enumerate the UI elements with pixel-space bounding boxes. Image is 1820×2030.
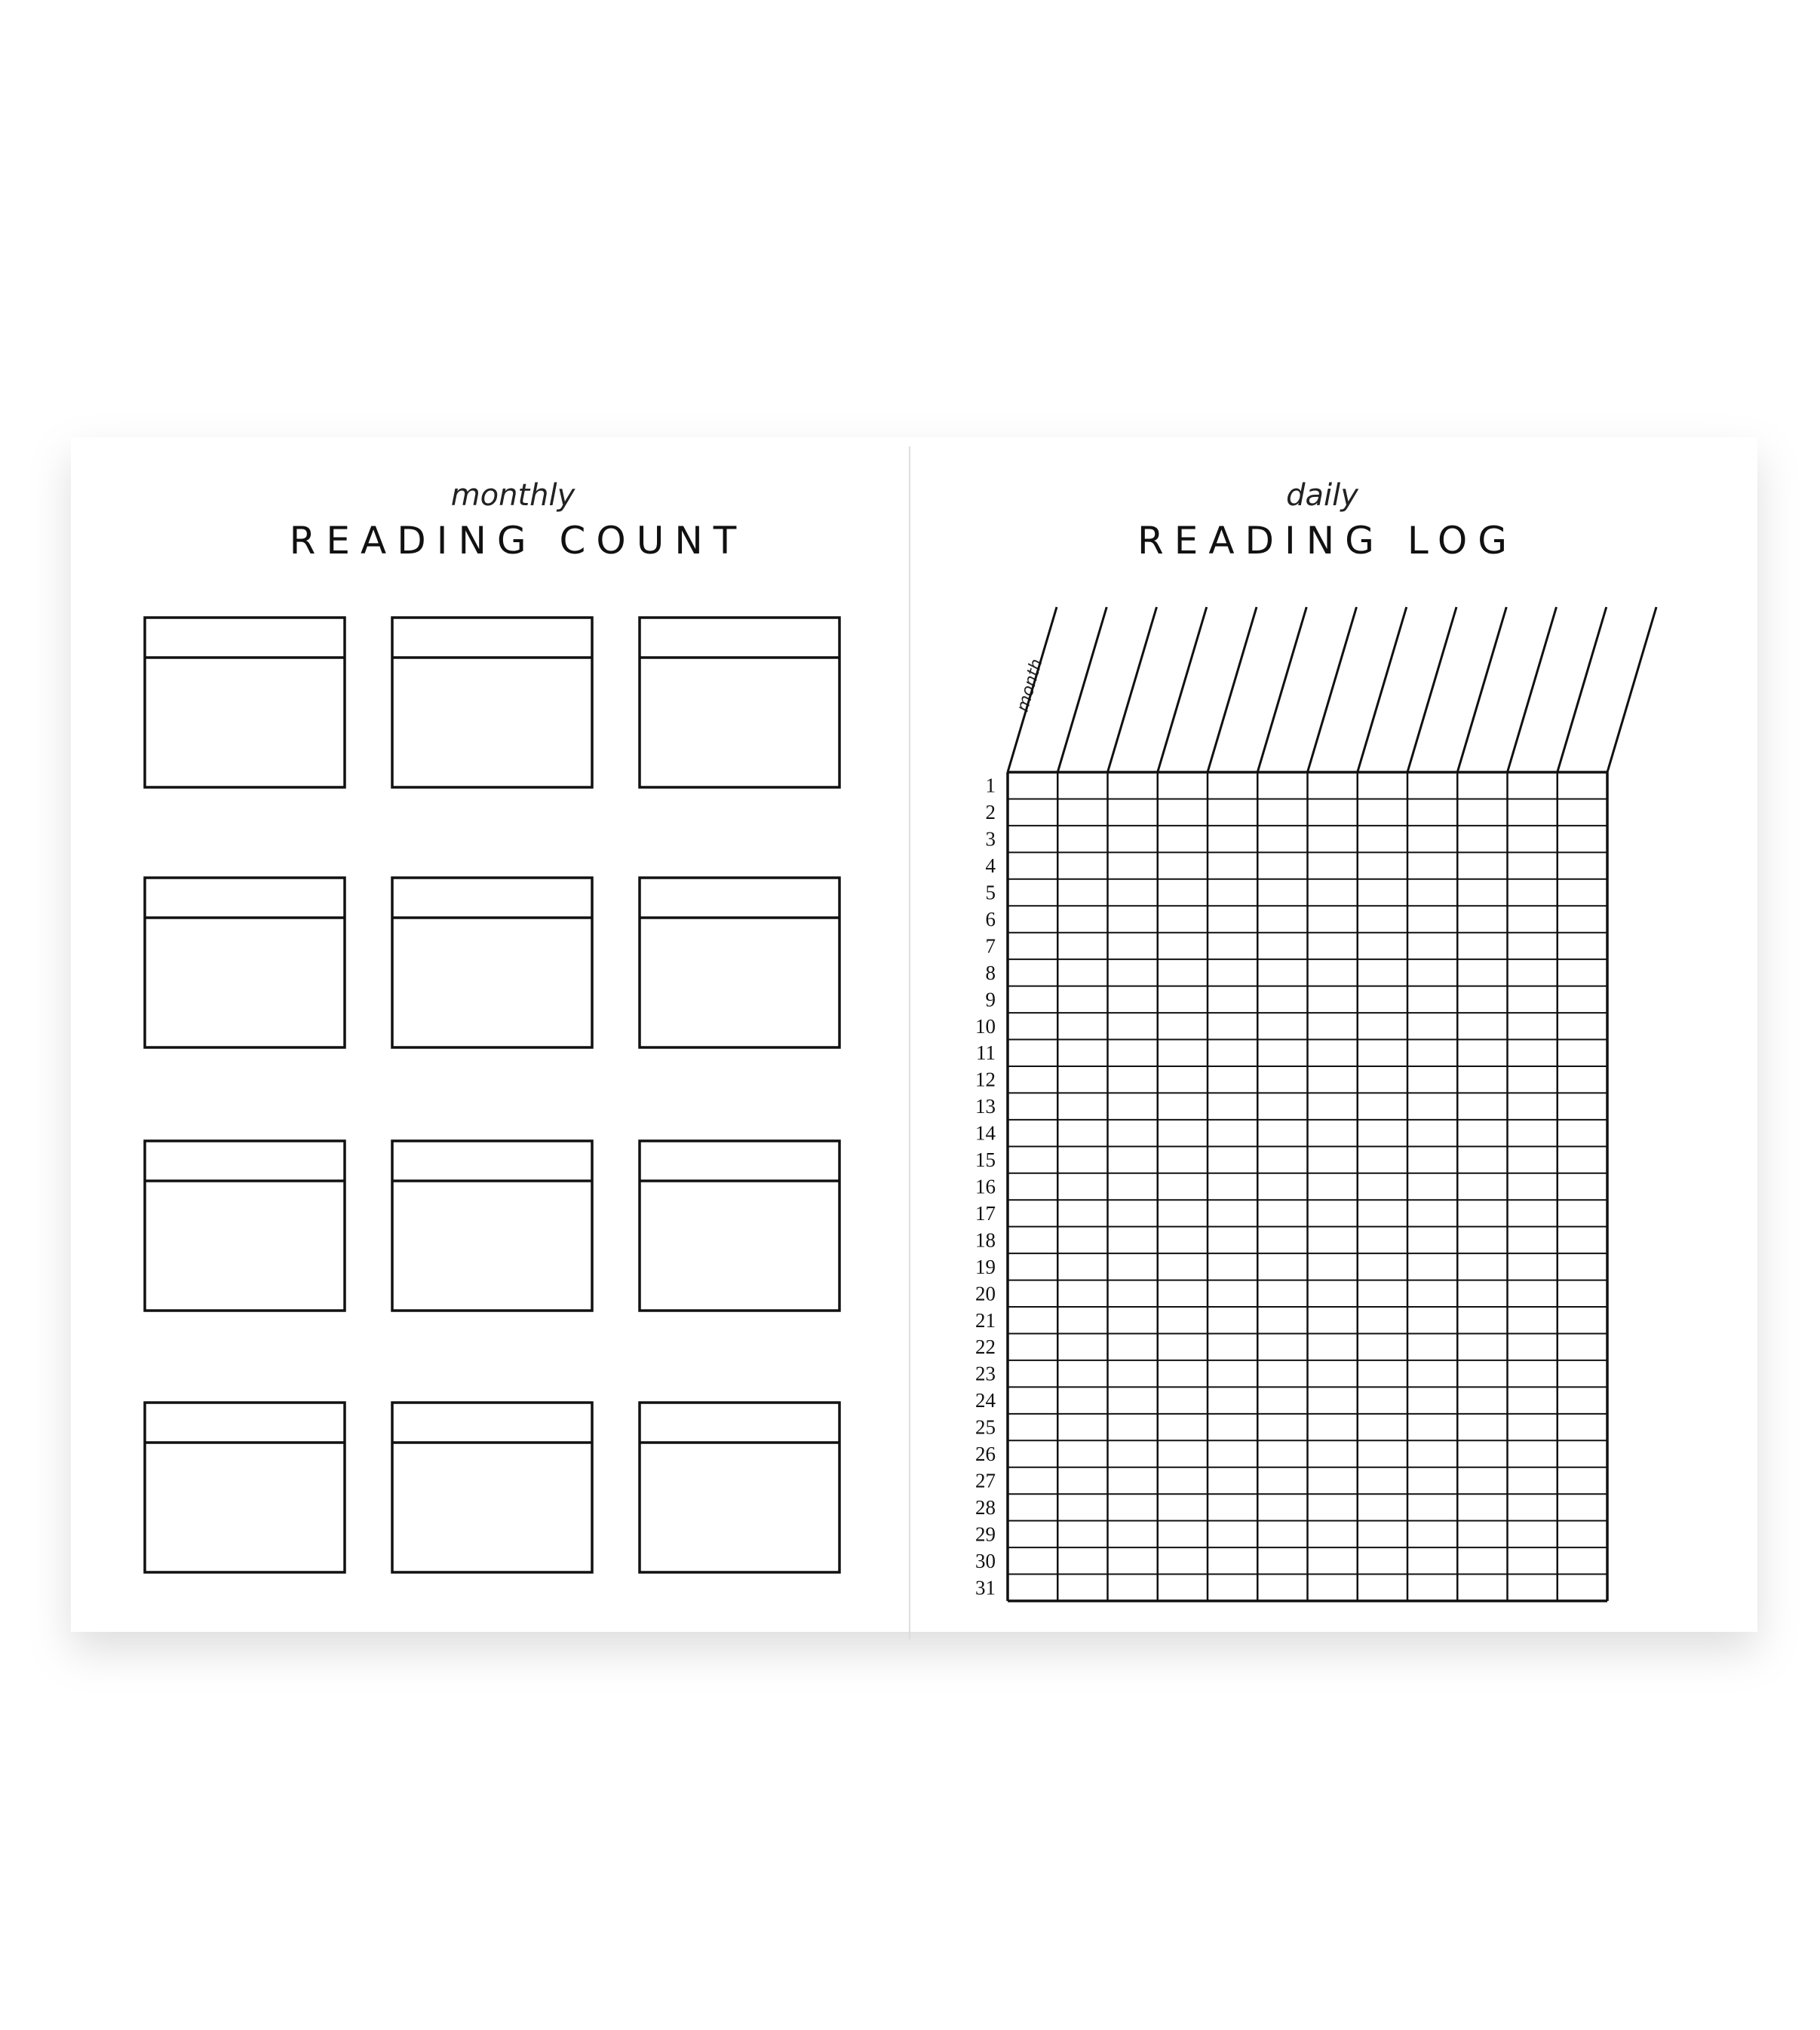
day-number: 11	[976, 1041, 996, 1064]
day-number: 22	[975, 1335, 996, 1358]
subtitle: monthly	[451, 478, 576, 513]
day-number: 16	[975, 1176, 996, 1198]
day-number: 26	[975, 1443, 996, 1465]
day-number: 17	[975, 1202, 996, 1225]
day-number: 15	[975, 1148, 996, 1171]
day-number: 10	[975, 1015, 996, 1038]
month-box	[143, 1401, 346, 1574]
header-slant	[1256, 606, 1308, 773]
right-page: daily READING LOG month 1234567891011121…	[975, 478, 1658, 1602]
month-box	[638, 616, 841, 789]
month-box	[391, 876, 594, 1049]
month-box	[143, 616, 346, 789]
day-number: 14	[975, 1122, 996, 1145]
title: READING COUNT	[290, 519, 747, 563]
month-box	[143, 876, 346, 1049]
day-number: 13	[975, 1095, 996, 1118]
day-number: 18	[975, 1228, 996, 1251]
header-slant	[1606, 606, 1658, 773]
day-number: 20	[975, 1282, 996, 1305]
day-number: 25	[975, 1416, 996, 1439]
header-slant	[1456, 606, 1508, 773]
day-number: 3	[986, 828, 996, 851]
header-slant	[1056, 606, 1108, 773]
header-slant	[1206, 606, 1258, 773]
header-slant	[1306, 606, 1358, 773]
header-slant	[1356, 606, 1408, 773]
subtitle: daily	[1286, 478, 1359, 513]
header-slant	[1556, 606, 1608, 773]
day-number: 28	[975, 1496, 996, 1519]
day-number: 31	[975, 1576, 996, 1599]
day-number: 2	[986, 801, 996, 823]
day-number: 29	[975, 1522, 996, 1545]
paper	[71, 437, 1757, 1632]
day-number: 21	[975, 1309, 996, 1332]
day-number: 4	[986, 854, 996, 877]
day-number: 1	[986, 774, 996, 797]
day-number: 6	[986, 908, 996, 931]
day-number: 5	[986, 882, 996, 904]
header-slant	[1406, 606, 1458, 773]
day-number: 8	[986, 961, 996, 984]
day-number: 27	[975, 1469, 996, 1492]
day-number: 30	[975, 1550, 996, 1572]
month-box	[391, 1139, 594, 1312]
day-number: 23	[975, 1363, 996, 1385]
month-box	[391, 616, 594, 789]
month-box	[638, 1401, 841, 1574]
day-number: 19	[975, 1256, 996, 1278]
header-slant	[1106, 606, 1158, 773]
month-box	[638, 876, 841, 1049]
month-box	[638, 1139, 841, 1312]
left-page: monthly READING COUNT	[143, 478, 841, 1574]
header-slant	[1156, 606, 1208, 773]
month-box	[391, 1401, 594, 1574]
month-box	[143, 1139, 346, 1312]
title: READING LOG	[1137, 519, 1518, 563]
header-slant	[1506, 606, 1558, 773]
day-number: 24	[975, 1389, 996, 1412]
day-number: 7	[986, 934, 996, 957]
day-number: 12	[975, 1069, 996, 1091]
header-slant	[1006, 606, 1058, 773]
day-number: 9	[986, 988, 996, 1010]
